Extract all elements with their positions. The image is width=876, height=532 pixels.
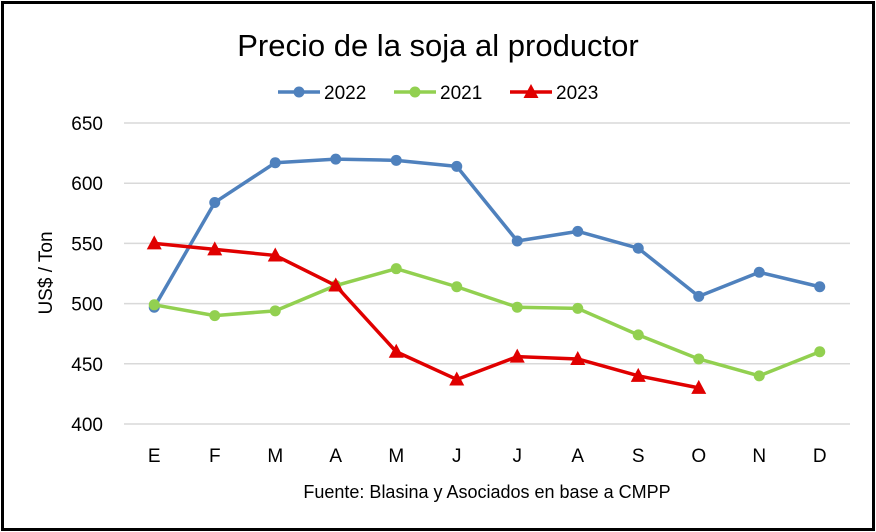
chart-title: Precio de la soja al productor [237, 28, 639, 63]
y-tick-label: 550 [71, 234, 103, 255]
data-point-triangle [328, 277, 344, 292]
data-point [148, 299, 160, 311]
y-axis-label: US$ / Ton [36, 231, 57, 314]
x-tick-label: D [813, 446, 827, 467]
x-tick-label: E [148, 446, 161, 467]
data-point [814, 346, 826, 358]
series-group [146, 153, 826, 394]
x-tick-label: N [752, 446, 766, 467]
x-tick-label: M [388, 446, 404, 467]
data-point [451, 281, 463, 293]
data-point [693, 353, 705, 365]
series-line [154, 241, 700, 390]
data-point [693, 290, 705, 302]
data-point [753, 266, 765, 278]
data-point [632, 329, 644, 341]
y-tick-label: 650 [71, 114, 103, 135]
gridlines [124, 122, 850, 425]
data-point [209, 196, 221, 208]
x-tick-label: A [571, 446, 584, 467]
legend-label: 2022 [324, 83, 366, 104]
y-tick-label: 600 [71, 174, 103, 195]
x-tick-label: S [632, 446, 645, 467]
y-tick-label: 400 [71, 415, 103, 436]
data-point [572, 225, 584, 237]
x-tick-label: A [329, 446, 342, 467]
data-point [632, 242, 644, 254]
legend-item-2023: 2023 [510, 83, 598, 104]
y-axis-ticks: 400 450 500 550 600 650 [71, 114, 103, 436]
series-line [152, 157, 821, 309]
y-tick-label: 500 [71, 295, 103, 316]
data-point-triangle [630, 367, 646, 382]
data-point [293, 86, 305, 98]
data-point [390, 263, 402, 275]
data-point-triangle [509, 348, 525, 363]
source-note: Fuente: Blasina y Asociados en base a CM… [303, 482, 670, 502]
data-point-triangle [570, 350, 586, 365]
legend-item-2022: 2022 [278, 83, 366, 104]
x-tick-label: M [267, 446, 283, 467]
series-2022 [148, 153, 826, 313]
data-point-triangle [691, 379, 707, 394]
legend-label: 2023 [556, 83, 598, 104]
data-point-triangle [146, 235, 162, 250]
data-point [409, 86, 421, 98]
data-point [572, 302, 584, 314]
x-tick-label: O [691, 446, 706, 467]
series-line [153, 266, 821, 378]
data-point [511, 301, 523, 313]
legend-item-2021: 2021 [394, 83, 482, 104]
series-2023 [146, 235, 707, 394]
data-point-triangle [267, 247, 283, 262]
y-tick-label: 450 [71, 355, 103, 376]
data-point-triangle [207, 241, 223, 256]
data-point [451, 160, 463, 172]
legend: 2022 2021 2023 [278, 83, 598, 104]
data-point [814, 281, 826, 293]
data-point [753, 370, 765, 382]
data-point [269, 157, 281, 169]
data-point [269, 305, 281, 317]
data-point-triangle [449, 371, 465, 386]
data-point [330, 153, 342, 165]
data-point-triangle [388, 343, 404, 358]
legend-label: 2021 [440, 83, 482, 104]
x-tick-label: J [452, 446, 462, 467]
data-point [390, 154, 402, 166]
data-point [209, 310, 221, 322]
x-tick-label: F [209, 446, 221, 467]
x-tick-label: J [513, 446, 523, 467]
data-point [511, 235, 523, 247]
data-point-triangle [523, 84, 539, 98]
